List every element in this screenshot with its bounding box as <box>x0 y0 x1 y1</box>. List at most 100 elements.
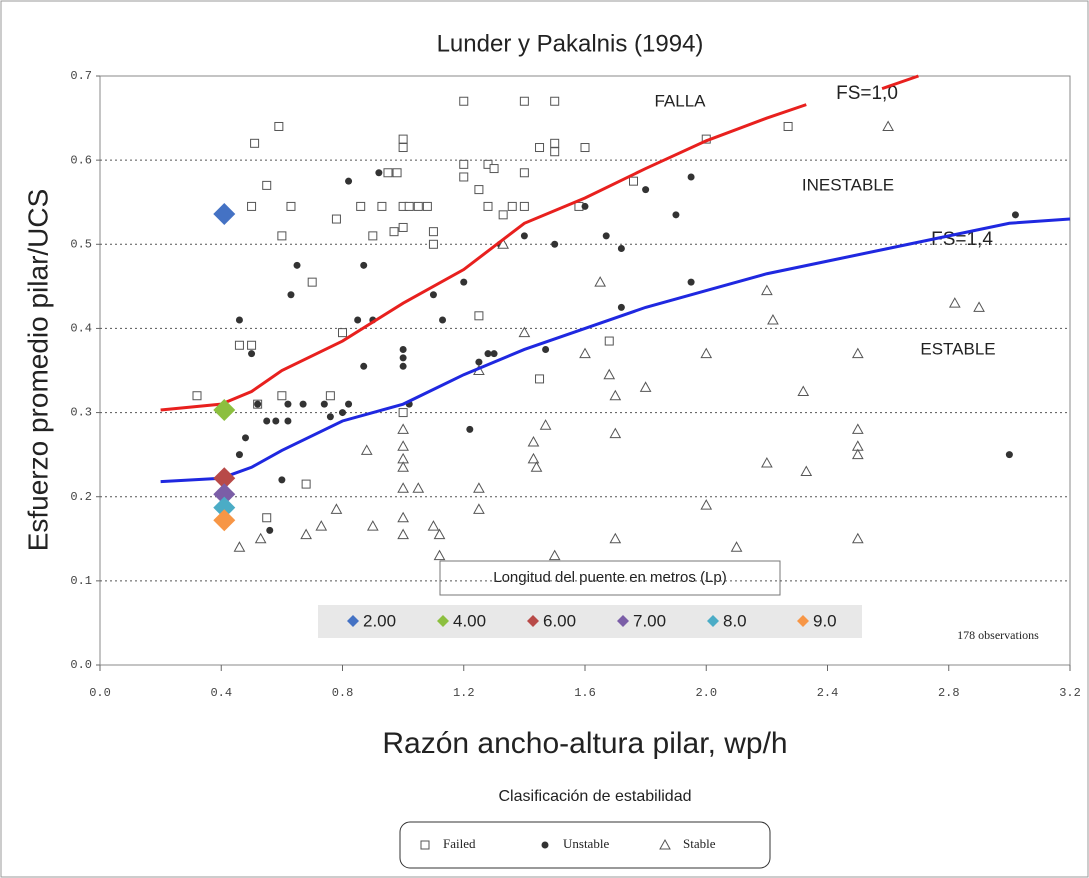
failed-marker <box>192 391 202 401</box>
failed-marker <box>507 201 517 211</box>
lp-marker <box>213 509 236 532</box>
unstable-marker <box>581 202 589 210</box>
failed-marker <box>301 479 311 489</box>
stable-marker <box>397 423 409 434</box>
unstable-marker <box>429 291 437 299</box>
unstable-marker <box>375 169 383 177</box>
unstable-marker <box>360 362 368 370</box>
lp-legend-band <box>318 605 862 638</box>
y-tick-label: 0.3 <box>70 406 92 420</box>
unstable-marker <box>248 350 256 358</box>
failed-marker <box>420 840 430 850</box>
failed-marker <box>459 96 469 106</box>
failed-marker <box>459 159 469 169</box>
unstable-marker <box>263 417 271 425</box>
stable-marker <box>427 520 440 531</box>
annotation: FALLA <box>654 91 706 110</box>
failed-marker <box>535 374 545 384</box>
unstable-marker <box>272 417 280 425</box>
legend-label: 9.0 <box>813 611 837 630</box>
stable-marker <box>851 532 864 544</box>
stable-marker <box>609 389 622 401</box>
failed-marker <box>377 201 387 211</box>
failed-marker <box>277 231 287 241</box>
unstable-marker <box>460 278 468 286</box>
x-tick-label: 0.8 <box>332 686 354 700</box>
stable-marker <box>366 520 379 531</box>
failed-marker <box>550 138 560 148</box>
stable-marker <box>300 528 312 540</box>
failed-marker <box>274 121 284 131</box>
lp-marker <box>617 615 629 627</box>
stable-marker <box>609 532 622 544</box>
lp-legend-box <box>439 560 781 596</box>
failed-marker <box>325 391 335 401</box>
unstable-marker <box>326 413 334 421</box>
stable-marker <box>730 541 743 552</box>
legend-label: Unstable <box>563 836 609 851</box>
failed-marker <box>459 172 469 182</box>
failed-marker <box>383 168 393 178</box>
stable-marker <box>397 461 409 472</box>
lp-marker <box>213 483 236 506</box>
x-tick-label: 2.0 <box>695 686 717 700</box>
lp-marker <box>213 496 236 519</box>
stable-marker <box>797 385 810 397</box>
failed-marker <box>483 201 493 211</box>
unstable-marker <box>360 261 368 269</box>
y-tick-label: 0.5 <box>70 237 92 251</box>
y-tick-label: 0.7 <box>70 69 92 83</box>
stable-marker <box>233 541 246 552</box>
unstable-marker <box>345 177 353 185</box>
legend-label: Failed <box>443 836 476 851</box>
stable-marker <box>609 427 622 439</box>
legend-label: 6.00 <box>543 611 576 630</box>
stable-marker <box>412 482 425 493</box>
unstable-marker <box>602 232 610 240</box>
stable-marker <box>851 347 864 359</box>
unstable-marker <box>399 345 407 353</box>
stable-marker <box>659 838 671 850</box>
unstable-marker <box>235 316 243 324</box>
unstable-marker <box>399 362 407 370</box>
fs-curve <box>160 217 1071 484</box>
unstable-marker <box>490 350 498 358</box>
failed-marker <box>519 201 529 211</box>
unstable-marker <box>551 240 559 248</box>
lp-marker <box>213 467 236 490</box>
legend-title: Clasificación de estabilidad <box>499 788 692 805</box>
unstable-marker <box>541 841 549 849</box>
unstable-marker <box>520 232 528 240</box>
failed-marker <box>519 96 529 106</box>
failed-marker <box>580 143 590 153</box>
unstable-marker <box>242 434 249 442</box>
unstable-marker <box>687 278 695 286</box>
unstable-marker <box>1011 211 1019 219</box>
lp-marker <box>213 399 236 422</box>
x-axis-label: Razón ancho-altura pilar, wp/h <box>382 727 787 760</box>
stable-marker <box>397 440 409 451</box>
failed-marker <box>398 222 408 232</box>
stable-marker <box>700 347 713 359</box>
unstable-marker <box>1005 451 1013 459</box>
failed-marker <box>474 185 484 195</box>
lp-legend-title: Longitud del puente en metros (Lp) <box>493 569 727 586</box>
stable-marker <box>433 549 446 561</box>
y-tick-label: 0.0 <box>70 658 92 672</box>
annotation: INESTABLE <box>802 175 894 194</box>
failed-marker <box>392 168 402 178</box>
failed-marker <box>250 138 260 148</box>
legend-label: 8.0 <box>723 611 747 630</box>
annotation: 178 observations <box>957 628 1039 642</box>
stable-marker <box>527 435 540 447</box>
stable-marker <box>397 482 409 493</box>
stable-marker <box>882 120 894 131</box>
failed-marker <box>247 201 257 211</box>
stable-marker <box>315 520 328 531</box>
failed-marker <box>286 201 296 211</box>
x-tick-label: 2.8 <box>938 686 960 700</box>
failed-marker <box>604 336 614 346</box>
lp-marker <box>213 202 236 225</box>
failed-marker <box>422 201 432 211</box>
